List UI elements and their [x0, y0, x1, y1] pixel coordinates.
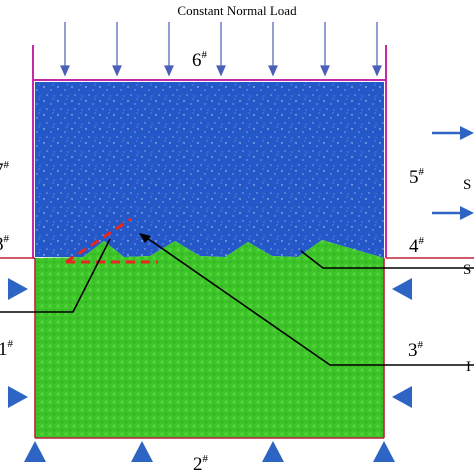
normal-load-arrows — [61, 22, 381, 75]
lower-block — [35, 240, 384, 438]
edge-text-upper: S — [463, 177, 471, 193]
upper-block — [35, 82, 384, 258]
right-side-arrows — [432, 126, 474, 220]
bottom-supports — [24, 441, 395, 462]
label-wall-1: 1# — [0, 338, 14, 360]
title-text: Constant Normal Load — [177, 3, 297, 18]
label-wall-7: 7# — [0, 159, 10, 181]
label-wall-3: 3# — [408, 339, 424, 361]
edge-text-mid: S — [463, 262, 471, 278]
label-wall-8: 8# — [0, 233, 10, 255]
label-wall-6: 6# — [192, 49, 208, 71]
label-wall-2: 2# — [193, 453, 209, 474]
label-wall-5: 5# — [409, 166, 425, 188]
edge-text-lower: I — [466, 359, 471, 375]
label-wall-4: 4# — [409, 235, 425, 257]
